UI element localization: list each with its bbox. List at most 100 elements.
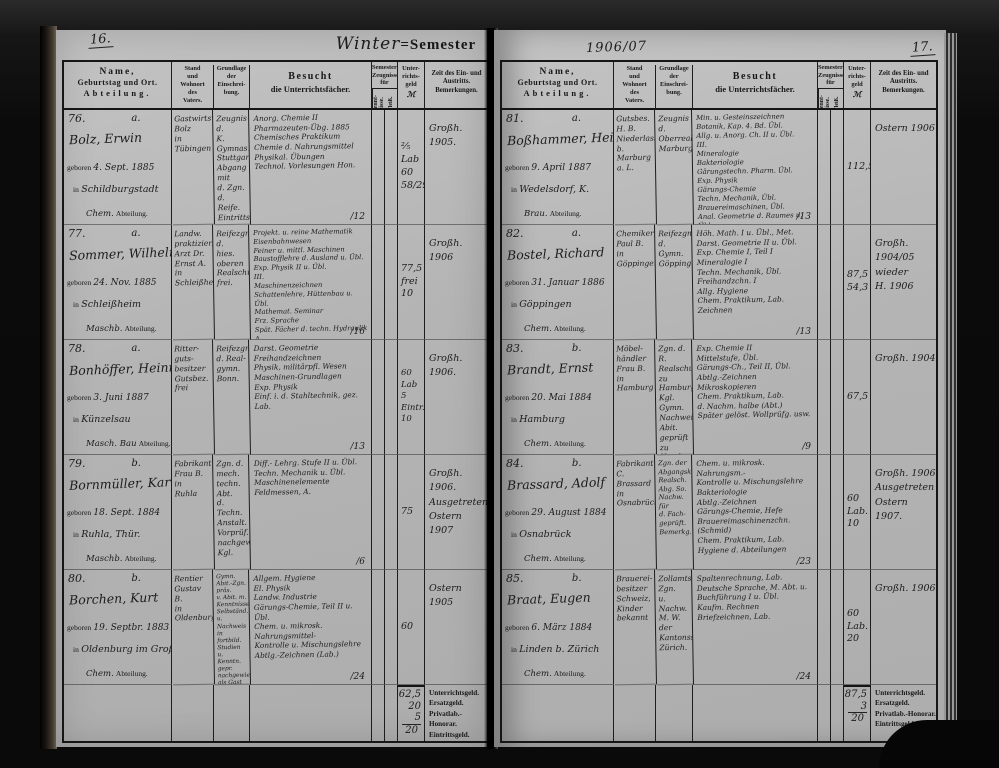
student-name: Sommer, Wilhelm xyxy=(68,244,172,263)
birth-date: 19. Septbr. 1883 xyxy=(93,623,170,633)
header-zeugnisse: Semester- Zeugnisse für Kennt-nisse. Fle… xyxy=(818,62,844,110)
hours-note: /13 xyxy=(796,327,811,337)
division-letter: a. xyxy=(131,228,141,239)
subjects-cell: Diff.- Lehrg. Stufe II u. Übl. Techn. Me… xyxy=(250,455,372,570)
department: Chem. xyxy=(524,669,552,679)
student-name: Bolz, Erwin xyxy=(68,129,143,148)
student-name: Bornmüller, Karl xyxy=(68,474,172,493)
enrollment-cell: Zgn. d. R. Realschule zu Hamburg Kgl. Gy… xyxy=(654,339,695,456)
birth-place: Ruhla, Thür. xyxy=(81,529,141,540)
father-cell: Fabrikant Frau B. in Ruhla xyxy=(170,454,216,571)
birth-place: Oldenburg im Großh. xyxy=(81,644,171,655)
header-fleiss: Fleiß. xyxy=(388,96,394,110)
enrollment-cell: Gymn. Abit.-Zgn. präs. v. Abit. m. Kennt… xyxy=(212,569,252,686)
enrollment-cell: Zgn. d. mech. techn. Abt. d. Techn. Anst… xyxy=(212,454,252,571)
student-name: Borchen, Kurt xyxy=(68,589,159,608)
student-name: Bostel, Richard xyxy=(506,244,605,263)
division-letter: a. xyxy=(571,228,582,239)
birth-date: 31. Januar 1886 xyxy=(531,278,605,288)
record-name-cell: 82. a. Bostel, Richard geboren 31. Janua… xyxy=(502,225,614,340)
remarks-cell: Ostern 1906 xyxy=(871,110,936,225)
record-number: 80. xyxy=(68,572,86,585)
subjects-cell: Spaltenrechnung, Lab. Deutsche Sprache, … xyxy=(693,570,818,685)
father-cell: Gutsbes. H. B. Niederlass. b. Marburg a.… xyxy=(612,109,658,226)
father-cell: Brauerei- besitzer Schweiz, Kinder bekan… xyxy=(612,569,658,686)
enrollment-cell: Zgn. der Abgangsk. Realsch. Abg. So. Nac… xyxy=(654,454,695,571)
department: Masch. Bau xyxy=(86,439,137,449)
header-besuch: Besucht die Unterrichtsfächer. xyxy=(693,62,818,110)
hours-note: /13 xyxy=(350,442,365,452)
remarks-cell: Großh. 1906 xyxy=(871,570,936,685)
department: Maschb. xyxy=(86,324,123,334)
total-privatlab: 5 xyxy=(414,712,421,723)
tuition-cell: 60 Lab. 20 xyxy=(844,570,871,685)
tuition-cell: 75 xyxy=(398,455,425,570)
birth-place: Schleißheim xyxy=(81,299,141,310)
total-ersatzgeld: 20 xyxy=(408,700,421,712)
remarks-cell: Großh. 1906 Ausgetreten Ostern 1907. xyxy=(871,455,936,570)
mark-symbol: ℳ xyxy=(406,90,416,99)
remarks-cell: Großh. 1906 xyxy=(425,225,488,340)
father-cell: Ritter- guts- besitzer Gutsbez. frei xyxy=(170,339,216,456)
student-name: Boßhammer, Heinr. xyxy=(506,128,614,149)
subjects-list: Spaltenrechnung, Lab. Deutsche Sprache, … xyxy=(696,572,808,622)
student-name: Bonhöffer, Heinrich xyxy=(68,358,172,379)
hours-note: /12 xyxy=(350,212,365,222)
subjects-list: Höh. Math. I u. Übl., Met. Darst. Geomet… xyxy=(696,227,797,316)
birth-place: Hamburg xyxy=(519,414,565,425)
fee-totals: 862,5 20 5 20 xyxy=(398,685,425,741)
student-name: Braat, Eugen xyxy=(506,589,591,608)
fee-total-labels: Unterrichtsgeld. Ersatzgeld. Privatlab.-… xyxy=(429,689,480,739)
division-letter: b. xyxy=(131,573,141,584)
department: Maschb. xyxy=(86,554,123,564)
birth-date: 20. Mai 1884 xyxy=(531,393,592,403)
division-letter: b. xyxy=(571,343,582,354)
father-cell: Fabrikant C. Brassard in Osnabrück xyxy=(612,454,658,571)
hours-note: /6 xyxy=(356,557,365,567)
father-cell: Gastwirtsw. Bolz in Tübingen xyxy=(170,109,216,226)
subjects-cell: Höh. Math. I u. Übl., Met. Darst. Geomet… xyxy=(693,225,818,340)
header-kenntnisse: Kennt-nisse. xyxy=(818,89,831,108)
department: Chem. xyxy=(524,554,552,564)
enrollment-cell: Reifezgn. d. Gymn. Göppingen. xyxy=(654,224,695,341)
remarks-cell: Großh. 1904/05 wieder H. 1906 xyxy=(871,225,936,340)
tuition-cell: 60 Lab 5 Eintr. 10 xyxy=(398,340,425,455)
book-cover-edge xyxy=(40,26,57,749)
subjects-cell: Anorg. Chemie II Pharmazeuten-Übg. 1885 … xyxy=(250,110,372,225)
student-name: Brandt, Ernst xyxy=(506,359,594,378)
hours-note: /13 xyxy=(796,212,811,222)
record-name-cell: 77. a. Sommer, Wilhelm geboren 24. Nov. … xyxy=(64,225,172,340)
birth-place: Künzelsau xyxy=(81,414,131,425)
record-name-cell: 84. b. Brassard, Adolf geboren 29. Augus… xyxy=(502,455,614,570)
record-number: 78. xyxy=(68,342,86,355)
header-name: Name, Geburtstag und Ort. Abteilung. xyxy=(502,62,614,110)
fee-totals: 387,5 3 20 xyxy=(844,685,871,741)
header-besuch: Besucht die Unterrichtsfächer. xyxy=(250,62,372,110)
department: Chem. xyxy=(524,439,552,449)
header-zeit: Zeit des Ein- und Austritts. Bemerkungen… xyxy=(425,62,488,110)
hours-note: /9 xyxy=(802,442,811,452)
enrollment-cell: Zollamts-Zgn. u. Nachw. M. W. der Kanton… xyxy=(654,569,695,686)
record-number: 84. xyxy=(506,457,524,470)
subjects-cell: Min. u. Gesteinszeichnen Botanik, Kap. 4… xyxy=(693,110,818,225)
birth-place: Linden b. Zürich xyxy=(519,644,600,655)
record-number: 85. xyxy=(506,572,524,585)
header-unterrichtsgeld: Unter- richts- geld ℳ xyxy=(398,62,425,110)
subjects-cell: Exp. Chemie II Mittelstufe, Übl. Gärungs… xyxy=(693,340,818,455)
header-stand: Stand und Wohnort des Vaters. xyxy=(614,65,656,110)
total-eintrittsgeld: 20 xyxy=(848,712,867,725)
father-cell: Chemiker Paul B. in Göppingen xyxy=(612,224,658,341)
tuition-cell: 67,5 xyxy=(844,340,871,455)
birth-place: Schildburgstadt xyxy=(81,184,159,195)
record-number: 77. xyxy=(68,227,86,240)
remarks-cell: Ostern 1905 xyxy=(425,570,488,685)
father-cell: Landw. praktizier. Arzt Dr. Ernst A. in … xyxy=(170,224,216,341)
remarks-cell: Großh. 1906. xyxy=(425,340,488,455)
department: Chem. xyxy=(86,669,114,679)
remarks-cell: Großh. 1906. Ausgetreten Ostern 1907 xyxy=(425,455,488,570)
record-name-cell: 76. a. Bolz, Erwin geboren 4. Sept. 1885… xyxy=(64,110,172,225)
department: Chem. xyxy=(86,209,114,219)
hours-note: /23 xyxy=(796,557,811,567)
division-letter: b. xyxy=(131,458,141,469)
remarks-cell: Großh. 1905. xyxy=(425,110,488,225)
